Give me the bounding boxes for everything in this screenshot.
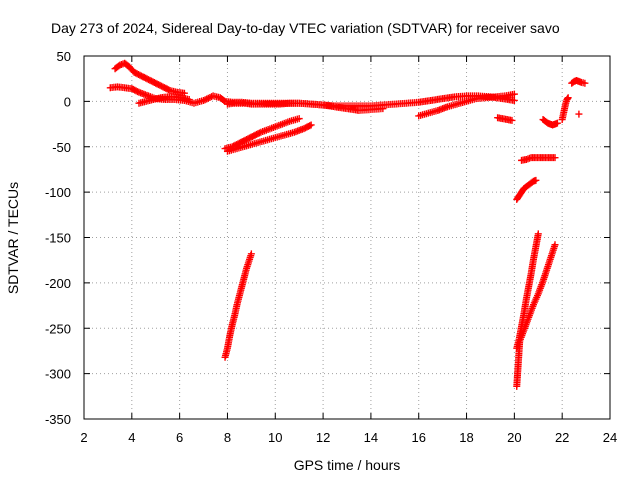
- data-point-track-steep-8h: [247, 250, 255, 258]
- data-point-track-evening-a: [532, 176, 540, 184]
- x-tick-label: 24: [603, 430, 617, 445]
- x-tick-label: 12: [316, 430, 330, 445]
- data-point-track-late-21h: [553, 119, 561, 127]
- x-tick-label: 22: [555, 430, 569, 445]
- y-axis-ticks: 50 0 -50 -100 -150 -200 -250 -300 -350: [45, 49, 610, 427]
- y-tick-label: 0: [64, 94, 71, 109]
- data-point-track-final: [581, 79, 589, 87]
- data-point-track-dropout-19h: [508, 116, 516, 124]
- data-point-track-main-upper: [203, 95, 211, 103]
- x-tick-label: 18: [459, 430, 473, 445]
- chart-title: Day 273 of 2024, Sidereal Day-to-day VTE…: [51, 20, 560, 36]
- y-tick-label: -250: [45, 321, 71, 336]
- data-point-track-main-upper: [201, 96, 209, 104]
- data-point-track-diagonal-a: [255, 129, 263, 137]
- plot-frame: [83, 55, 611, 420]
- data-point-track-main-upper: [204, 94, 212, 102]
- data-point-track-mid-high: [379, 105, 387, 113]
- x-tick-label: 10: [268, 430, 282, 445]
- data-point-track-evening-steep-1: [534, 230, 542, 238]
- x-axis-label: GPS time / hours: [294, 457, 401, 473]
- x-tick-label: 8: [224, 430, 231, 445]
- data-point-track-late-22h: [564, 94, 572, 102]
- data-point-track-high-start: [165, 86, 173, 94]
- x-tick-label: 2: [80, 430, 87, 445]
- y-tick-label: -300: [45, 367, 71, 382]
- data-point-track-late-afternoon: [510, 90, 518, 98]
- data-point-track-diagonal-a: [295, 115, 303, 123]
- y-tick-label: -50: [52, 140, 71, 155]
- data-points: [106, 59, 589, 390]
- y-tick-label: -150: [45, 231, 71, 246]
- data-point-track-main-upper: [510, 96, 518, 104]
- data-point-track-dip-4h: [185, 96, 193, 104]
- data-point-track-diagonal-b: [306, 122, 314, 130]
- data-point-track-diagonal-b: [307, 121, 315, 129]
- y-tick-label: -100: [45, 185, 71, 200]
- x-tick-label: 4: [128, 430, 135, 445]
- y-axis-label: SDTVAR / TECUs: [5, 182, 21, 294]
- x-tick-label: 20: [507, 430, 521, 445]
- data-point-track-main-upper: [206, 93, 214, 101]
- x-tick-label: 16: [411, 430, 425, 445]
- data-point-track-evening-steep-2: [551, 241, 559, 249]
- y-tick-label: 50: [57, 49, 71, 64]
- x-tick-label: 6: [176, 430, 183, 445]
- data-point-track-evening-drop: [516, 339, 524, 347]
- data-point-isolated: [575, 110, 583, 118]
- x-axis-ticks: 2 4 6 8 10 12 14 16 18 20 22 24: [80, 56, 617, 445]
- data-point-track-evening-plateau: [551, 154, 559, 162]
- y-tick-label: -200: [45, 276, 71, 291]
- data-point-track-main-upper: [200, 96, 208, 104]
- x-tick-label: 14: [364, 430, 378, 445]
- y-tick-label: -350: [45, 412, 71, 427]
